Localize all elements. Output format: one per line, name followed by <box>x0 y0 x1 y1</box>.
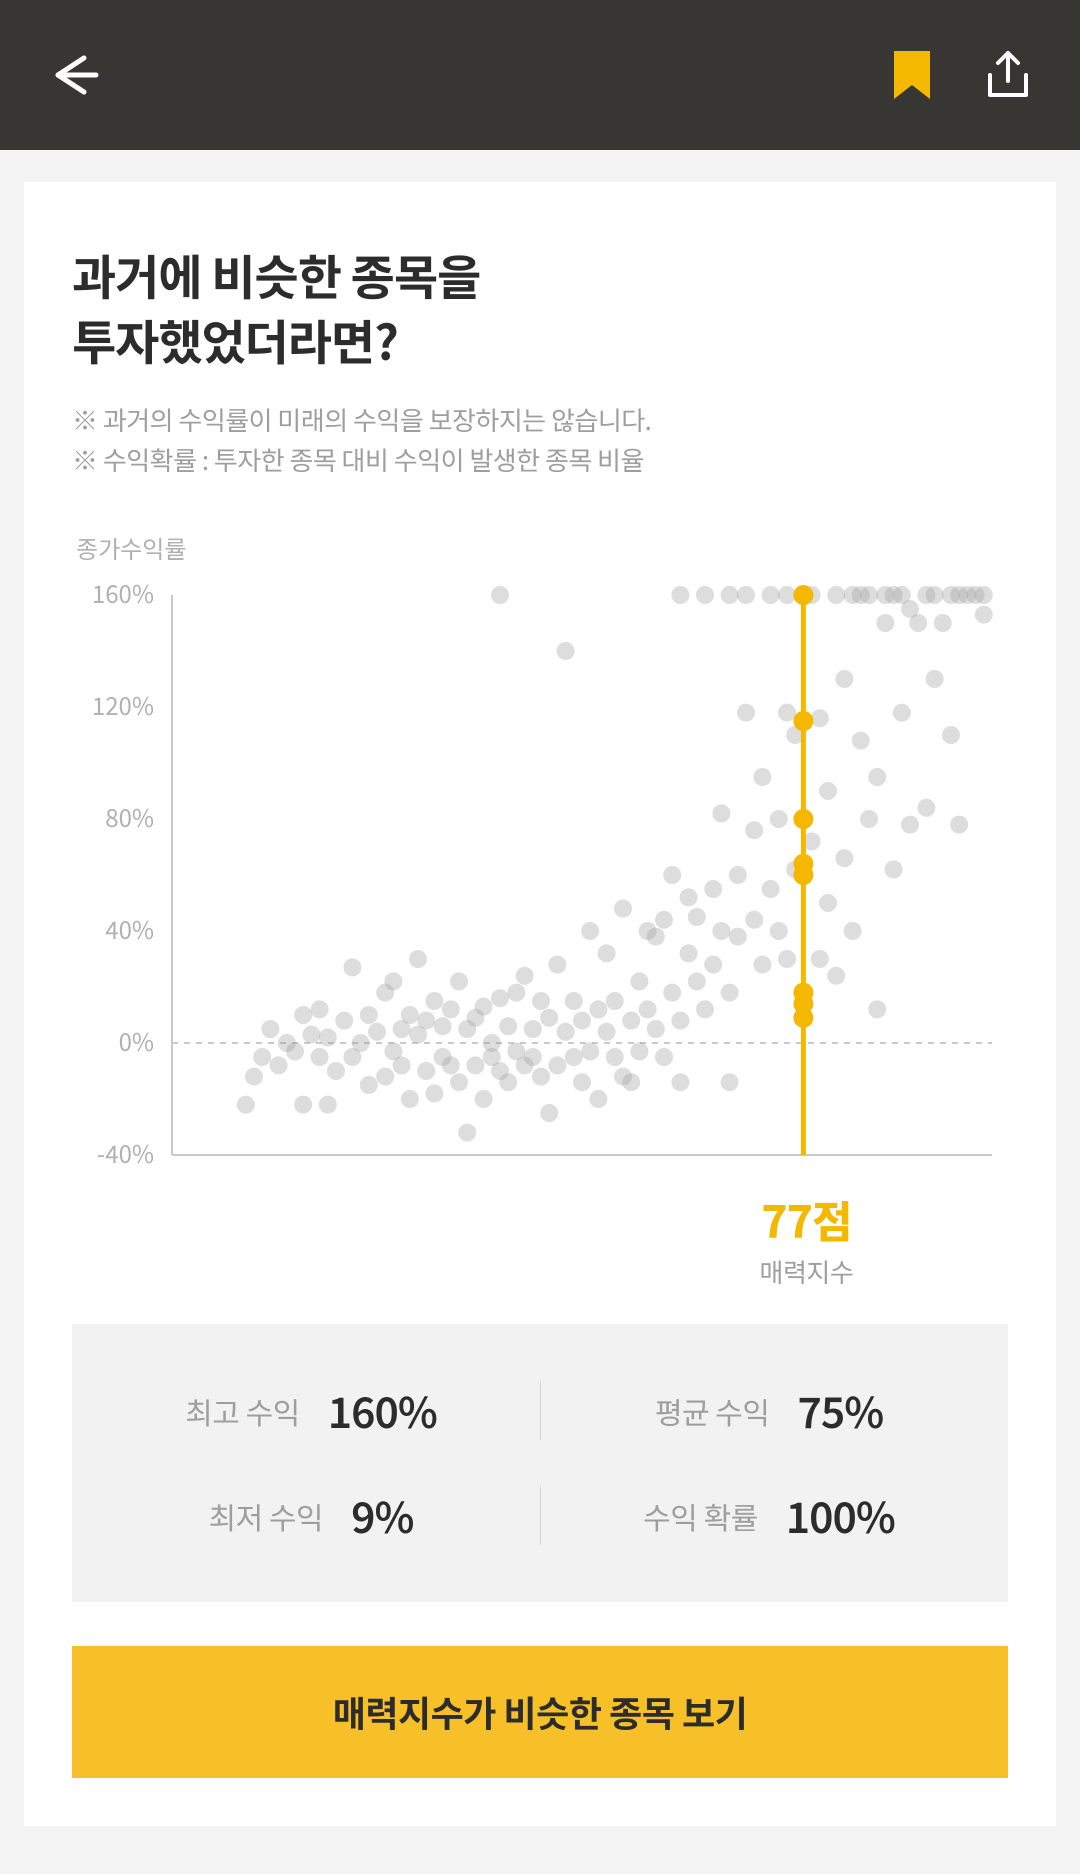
stat-prob-value: 100% <box>786 1485 895 1546</box>
main-card: 과거에 비슷한 종목을 투자했었더라면? ※ 과거의 수익률이 미래의 수익을 … <box>24 182 1056 1826</box>
stat-prob-label: 수익 확률 <box>643 1494 758 1538</box>
back-button[interactable] <box>44 46 102 104</box>
note-line-2: ※ 수익확률 : 투자한 종목 대비 수익이 발생한 종목 비율 <box>72 440 1008 480</box>
stat-max-label: 최고 수익 <box>185 1389 300 1433</box>
y-axis-title: 종가수익률 <box>76 530 1008 565</box>
view-similar-label: 매력지수가 비슷한 종목 보기 <box>333 1686 747 1738</box>
svg-text:0%: 0% <box>119 1023 154 1058</box>
topbar <box>0 0 1080 150</box>
note-line-1: ※ 과거의 수익률이 미래의 수익을 보장하지는 않습니다. <box>72 400 1008 440</box>
scatter-svg: -40% 0% 40% 80% 120% 160% <box>72 575 1002 1175</box>
score-value: 77점 <box>338 1187 1080 1251</box>
stats-panel: 최고 수익 160% 평균 수익 75% 최저 수익 9% 수익 확률 100% <box>72 1324 1008 1602</box>
notes: ※ 과거의 수익률이 미래의 수익을 보장하지는 않습니다. ※ 수익확률 : … <box>72 400 1008 481</box>
bookmark-icon <box>892 49 932 101</box>
stat-avg-label: 평균 수익 <box>655 1389 770 1433</box>
stat-max-value: 160% <box>328 1380 437 1441</box>
stat-avg: 평균 수익 75% <box>540 1358 998 1463</box>
share-button[interactable] <box>980 47 1036 103</box>
stat-avg-value: 75% <box>797 1380 883 1441</box>
stat-prob: 수익 확률 100% <box>540 1463 998 1568</box>
stat-min: 최저 수익 9% <box>82 1463 540 1568</box>
page-title-line1: 과거에 비슷한 종목을 <box>72 242 1008 307</box>
svg-text:160%: 160% <box>92 575 154 610</box>
share-icon <box>980 47 1036 103</box>
svg-text:-40%: -40% <box>97 1135 154 1170</box>
svg-text:120%: 120% <box>92 687 154 722</box>
topbar-actions <box>892 47 1036 103</box>
view-similar-button[interactable]: 매력지수가 비슷한 종목 보기 <box>72 1646 1008 1778</box>
bookmark-button[interactable] <box>892 49 932 101</box>
svg-text:40%: 40% <box>105 911 154 946</box>
back-arrow-icon <box>44 46 102 104</box>
stat-max: 최고 수익 160% <box>82 1358 540 1463</box>
stat-min-value: 9% <box>351 1485 413 1546</box>
svg-text:80%: 80% <box>105 799 154 834</box>
score-row: 77점 매력지수 <box>338 1187 1080 1290</box>
scatter-chart: 종가수익률 -40%0%40%80%120%160% 77점 매력지수 <box>72 530 1008 1290</box>
page-title-line2: 투자했었더라면? <box>72 307 1008 372</box>
stat-min-label: 최저 수익 <box>209 1494 324 1538</box>
score-sub-label: 매력지수 <box>338 1253 1080 1290</box>
